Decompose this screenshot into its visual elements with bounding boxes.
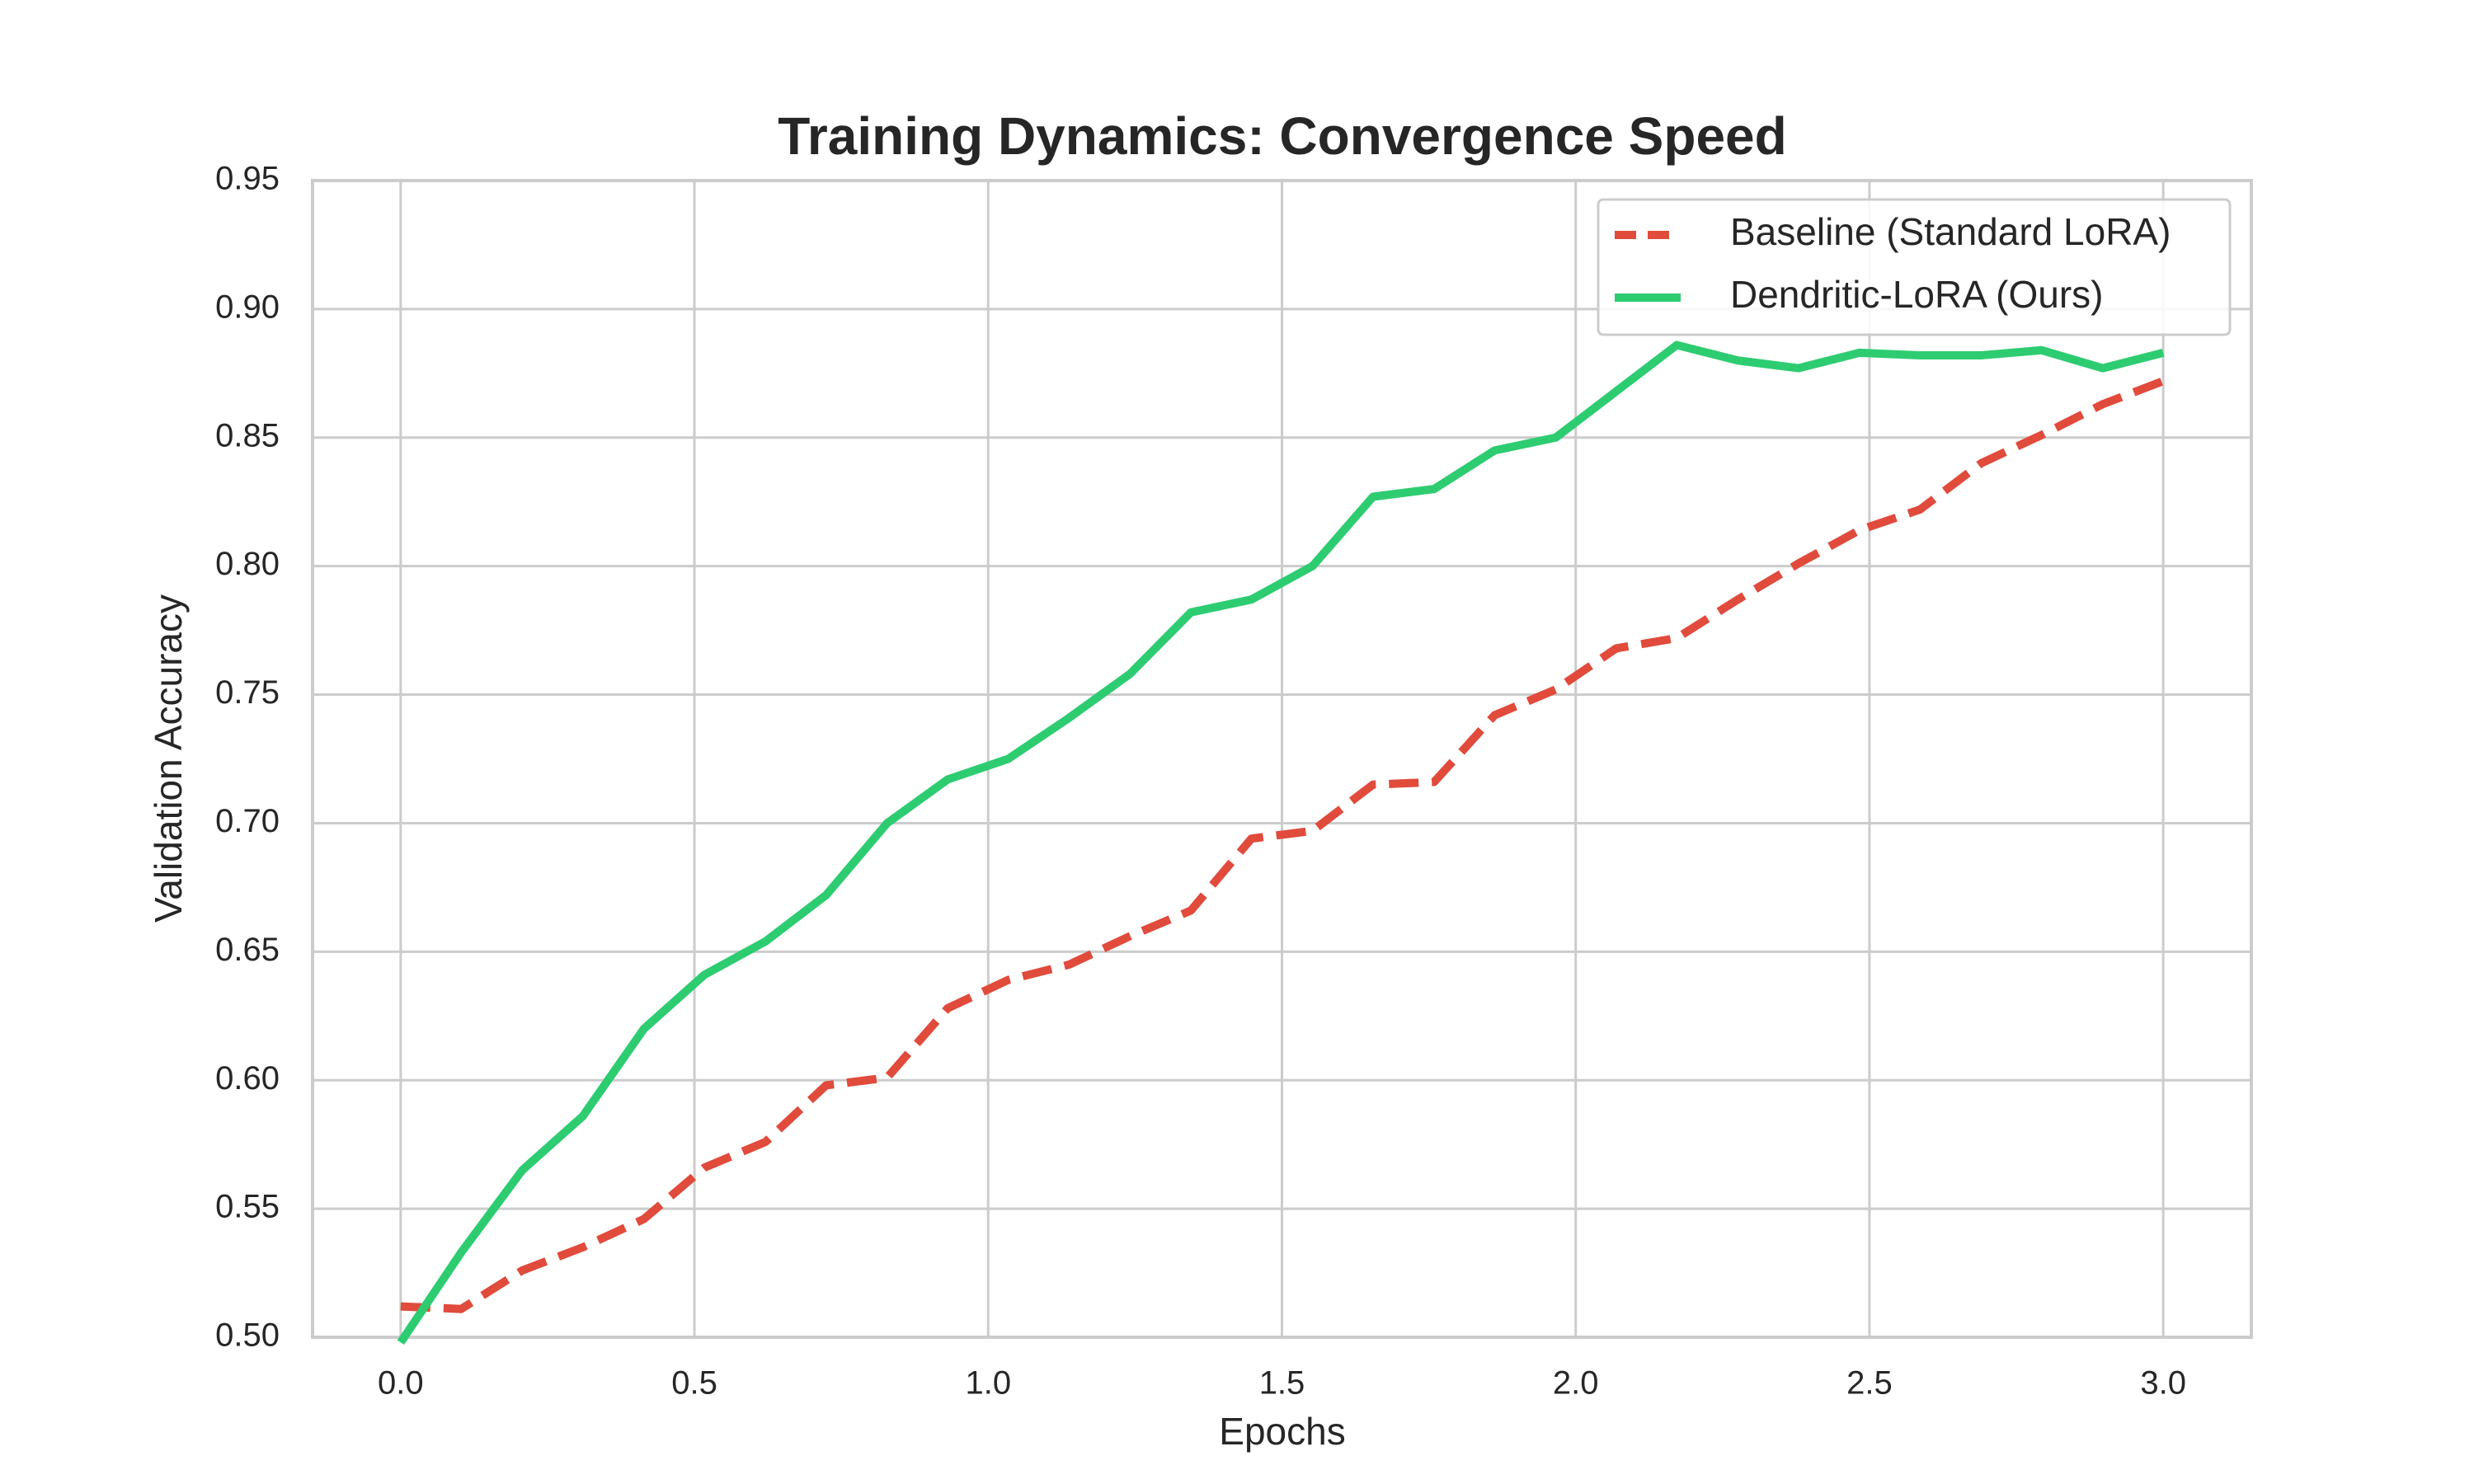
y-axis-label: Validation Accuracy [147, 594, 190, 923]
legend-box [1597, 198, 2232, 336]
legend-label: Baseline (Standard LoRA) [1730, 210, 2171, 253]
y-tick-label: 0.95 [215, 161, 280, 197]
x-axis-label: Epochs [1219, 1410, 1345, 1453]
x-tick-label: 0.5 [671, 1365, 717, 1402]
x-tick-label: 0.0 [378, 1365, 424, 1402]
legend-label: Dendritic-LoRA (Ours) [1730, 273, 2103, 316]
y-tick-label: 0.70 [215, 803, 280, 839]
line-series [397, 340, 2165, 1345]
x-tick-label: 2.5 [1846, 1365, 1893, 1402]
y-tick-label: 0.85 [215, 417, 280, 453]
y-tick-label: 0.90 [215, 289, 280, 325]
y-tick-label: 0.60 [215, 1060, 280, 1097]
plot-frame [311, 179, 2253, 1339]
line-series [400, 377, 2165, 1313]
y-tick-label: 0.50 [215, 1317, 280, 1354]
y-tick-label: 0.55 [215, 1189, 280, 1225]
x-tick-label: 1.0 [965, 1365, 1011, 1402]
chart-title: Training Dynamics: Convergence Speed [778, 106, 1786, 166]
y-tick-label: 0.65 [215, 932, 280, 968]
y-tick-label: 0.80 [215, 546, 280, 582]
y-tick-label: 0.75 [215, 674, 280, 711]
x-tick-label: 3.0 [2140, 1365, 2186, 1402]
x-tick-label: 1.5 [1259, 1365, 1305, 1402]
legend: Baseline (Standard LoRA) Dendritic-LoRA (… [1597, 198, 2232, 336]
x-tick-label: 2.0 [1553, 1365, 1599, 1402]
